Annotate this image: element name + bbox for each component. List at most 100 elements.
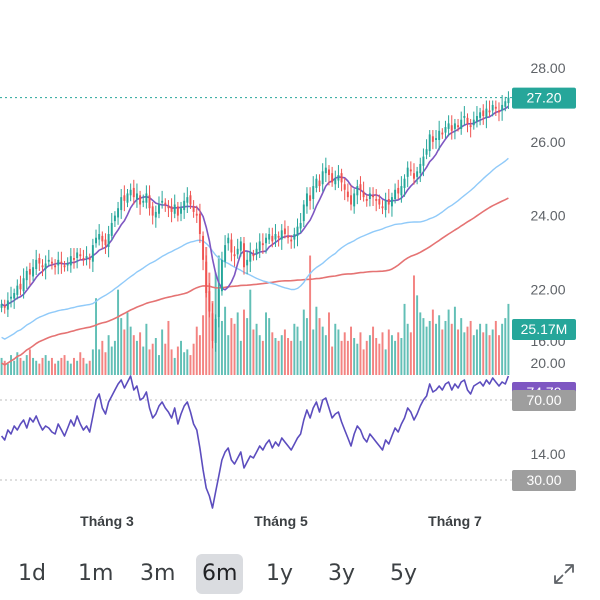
candle (287, 225, 290, 244)
candle (202, 231, 205, 271)
range-tab-6m[interactable]: 6m (196, 554, 244, 594)
candle (98, 224, 101, 246)
candle (19, 275, 22, 296)
range-tab-3y[interactable]: 3y (328, 561, 356, 586)
candle-body (315, 178, 318, 188)
price-chart[interactable]: 28.0026.0024.0022.0020.0016.0014.0027.20… (0, 0, 600, 545)
last-price-badge-label: 27.20 (526, 90, 561, 106)
last-price-badge-bg (512, 87, 576, 109)
candle-body (419, 163, 422, 174)
volume-bar (50, 357, 53, 375)
candle (334, 170, 337, 191)
candle (406, 161, 409, 188)
candle (435, 130, 437, 149)
candle (350, 185, 352, 211)
volume-bar (431, 309, 434, 375)
candle-body (498, 110, 500, 113)
candle (35, 249, 38, 275)
candle (117, 201, 120, 225)
candle (403, 174, 406, 197)
candle-body (10, 296, 12, 299)
candle (271, 227, 274, 248)
candle-body (57, 259, 60, 266)
candle (460, 111, 463, 135)
candle-body (457, 125, 460, 128)
candle-body (198, 213, 201, 235)
candle (302, 200, 305, 228)
last-volume-badge: 25.17M (512, 319, 576, 340)
candle (283, 220, 286, 239)
candle (189, 190, 192, 209)
candle-body (19, 283, 22, 290)
volume-bar (6, 363, 9, 375)
candle-body (173, 204, 176, 214)
volume-bar (441, 329, 444, 375)
candle (176, 201, 179, 222)
candle-body (107, 234, 110, 247)
candle (397, 179, 400, 200)
volume-bar (419, 312, 422, 375)
range-tab-1y[interactable]: 1y (266, 561, 294, 586)
volume-bar (57, 360, 60, 375)
candle-body (453, 123, 456, 129)
candle-body (224, 245, 227, 262)
candle (129, 183, 132, 202)
volume-bar (302, 309, 305, 375)
volume-bar (394, 340, 397, 375)
volume-bar (76, 360, 79, 375)
volume-bar (428, 320, 431, 375)
candle (123, 185, 126, 212)
candle-body (475, 116, 478, 122)
candle (491, 100, 494, 117)
candle-body (444, 127, 447, 133)
volume-bar (113, 340, 116, 375)
candle (268, 227, 271, 244)
volume-bar (117, 289, 120, 375)
volume-bar (488, 335, 491, 375)
range-tab-1d[interactable]: 1d (18, 561, 46, 586)
range-tab-1m[interactable]: 1m (78, 561, 114, 586)
volume-bar (331, 346, 334, 375)
candle (142, 194, 145, 208)
candle-body (328, 169, 330, 176)
volume-bar (475, 329, 478, 375)
range-tab-5y[interactable]: 5y (390, 561, 418, 586)
volume-bar (384, 349, 387, 375)
candle (469, 118, 472, 138)
volume-bar (268, 318, 271, 375)
volume-bar (139, 332, 142, 375)
volume-bar (120, 318, 123, 375)
volume-bar (463, 332, 466, 375)
volume-bar (41, 357, 44, 375)
volume-bar (126, 312, 129, 375)
candle-body (384, 200, 387, 211)
volume-bar (145, 323, 148, 375)
candle (3, 299, 6, 314)
candle-body (283, 228, 286, 235)
volume-bar (60, 357, 63, 375)
candle-body (233, 254, 236, 257)
volume-bar (425, 326, 428, 375)
volume-bar (413, 275, 415, 375)
volume-bar (447, 309, 450, 375)
candle-body (54, 265, 57, 268)
volume-bar (3, 360, 6, 375)
expand-diagonal-icon[interactable] (552, 562, 576, 586)
time-axis-label: Tháng 5 (254, 513, 308, 529)
volume-bar (479, 323, 482, 375)
candle-body (32, 267, 35, 277)
volume-bar (82, 357, 85, 375)
range-tab-3m[interactable]: 3m (140, 561, 176, 586)
candle (353, 189, 356, 214)
candle-body (350, 195, 352, 205)
candle-body (296, 226, 299, 236)
candle-body (353, 193, 356, 207)
candle (217, 283, 220, 328)
volume-bar (343, 332, 346, 375)
candle (183, 192, 186, 219)
rsi-tick-label: 14.00 (530, 446, 565, 462)
volume-bar (19, 357, 22, 375)
candle-body (142, 200, 145, 203)
candle (44, 255, 47, 280)
candle-body (211, 313, 214, 341)
